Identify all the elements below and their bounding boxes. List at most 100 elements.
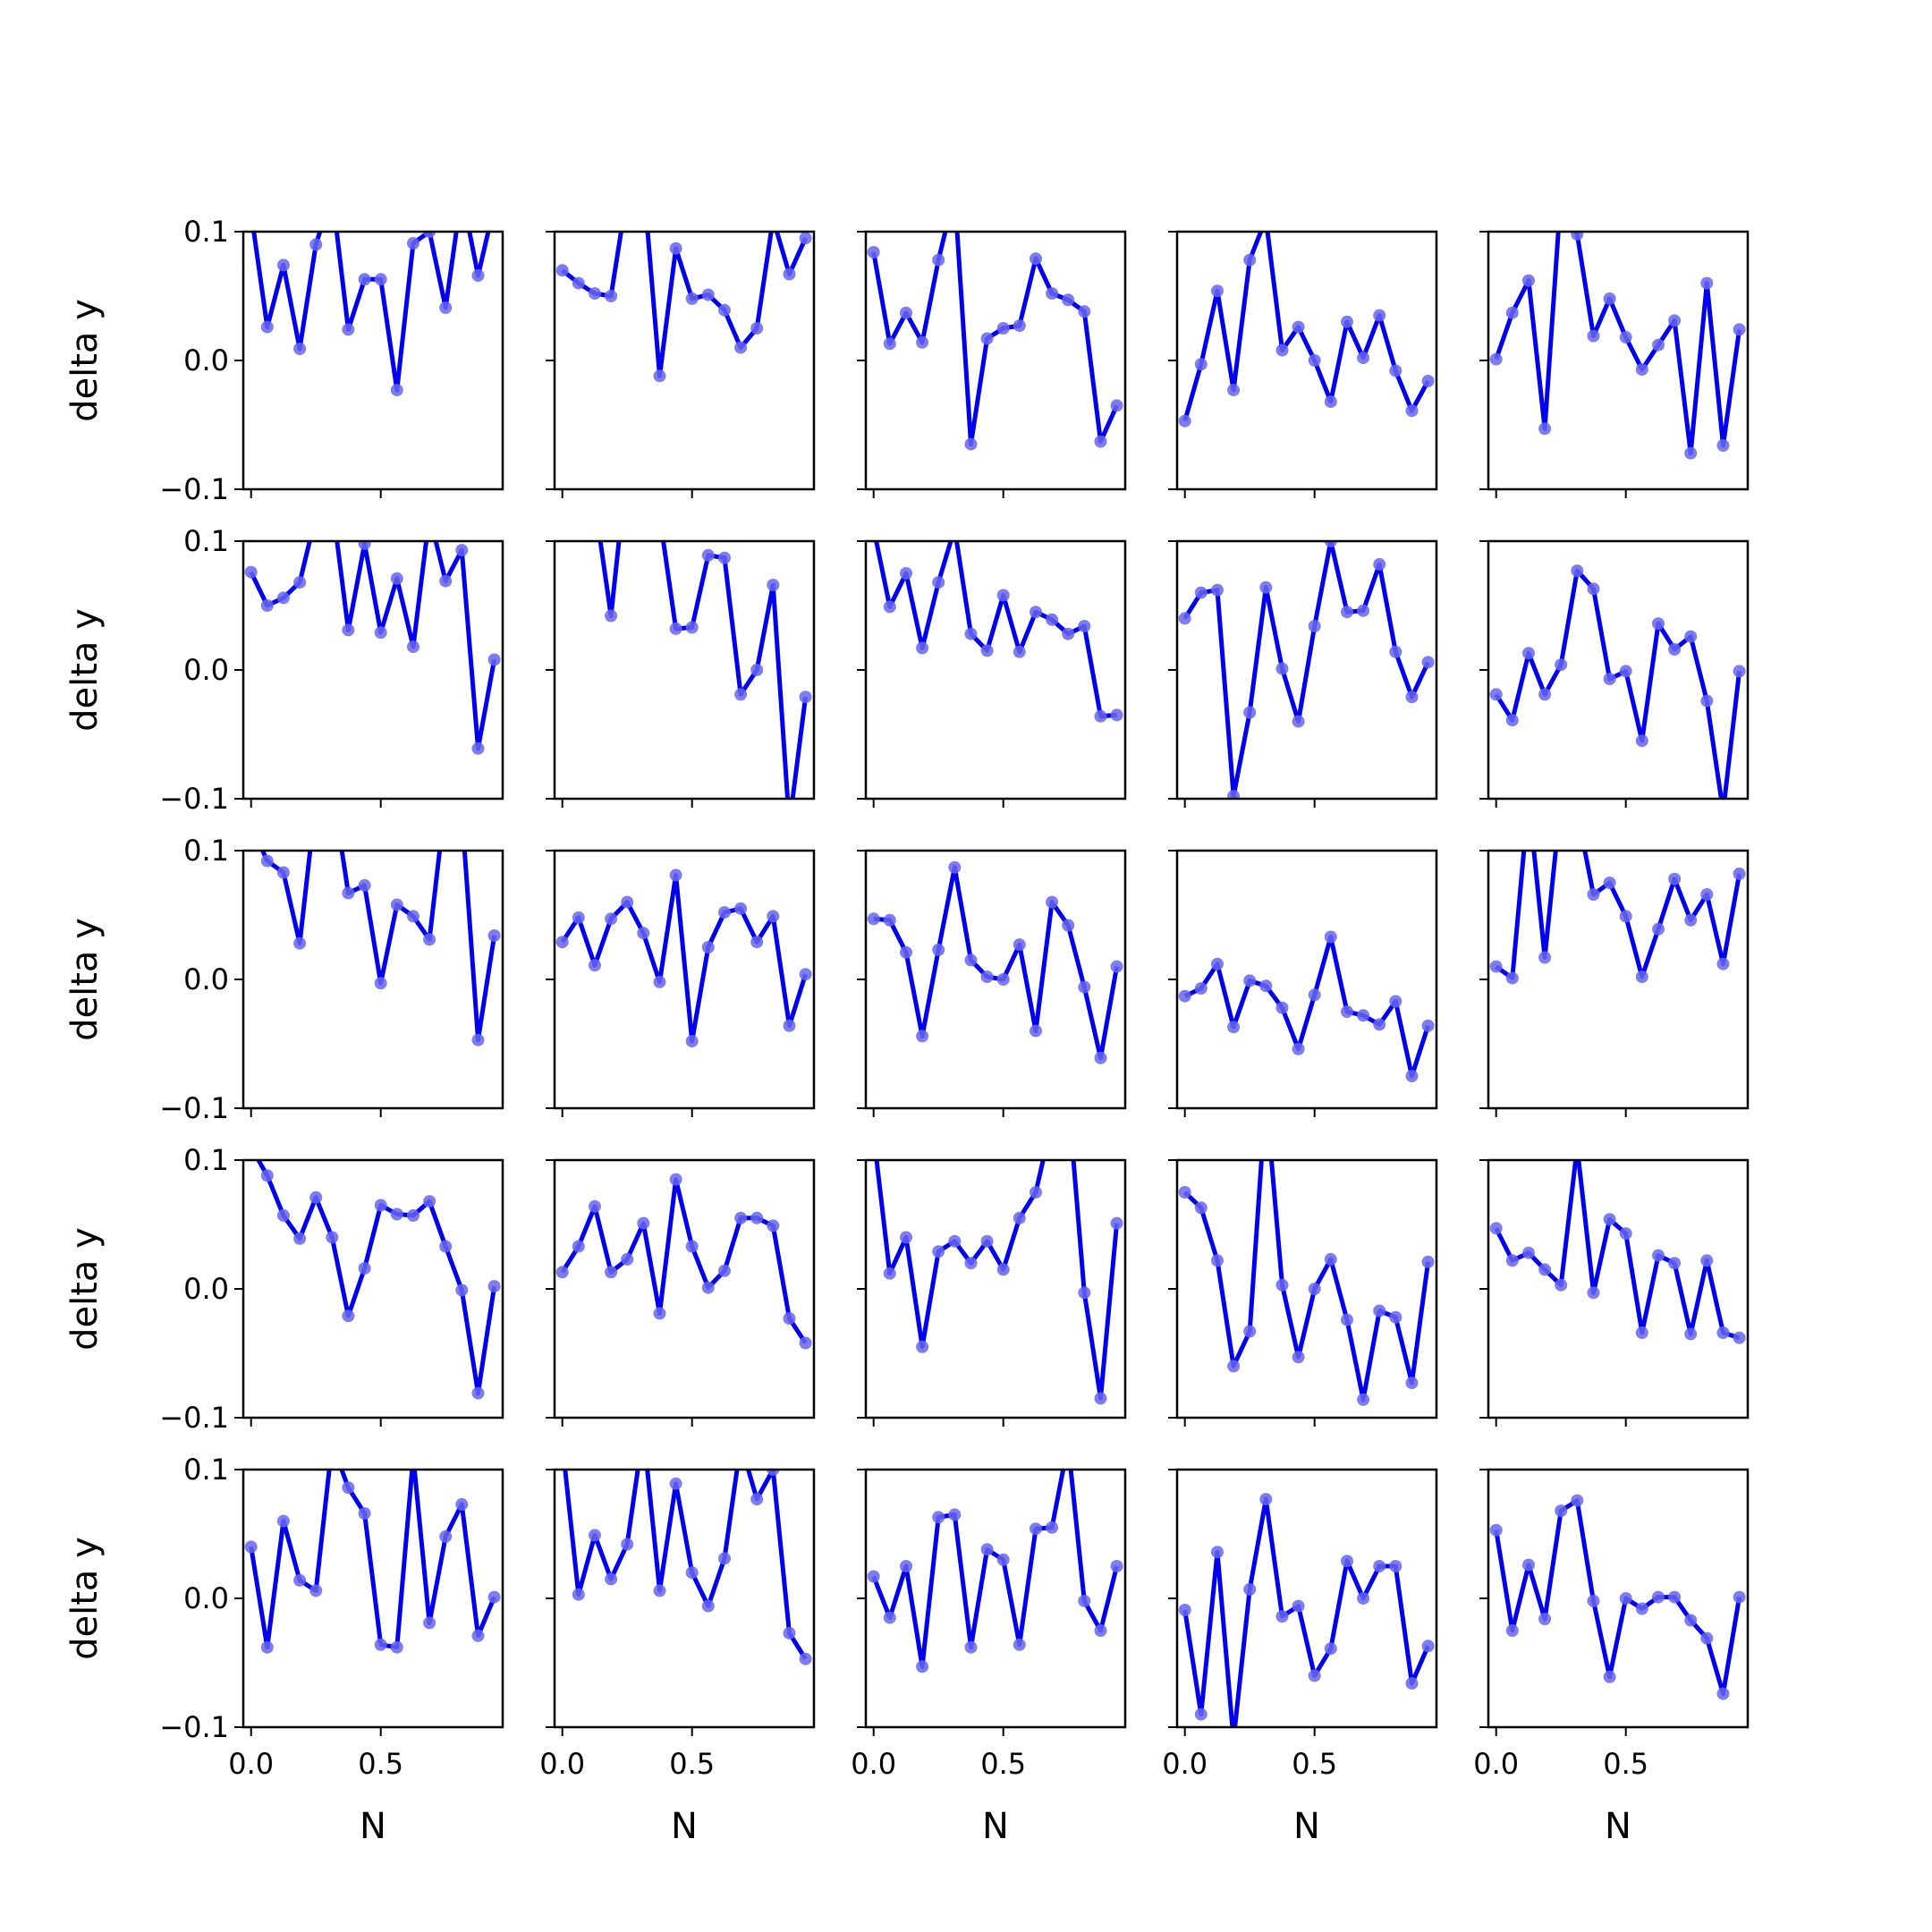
data-point (260, 854, 274, 868)
subplot-r1-c5 (1479, 230, 1750, 498)
plot-area (256, 1160, 501, 1400)
data-point (621, 187, 633, 199)
data-point (1389, 995, 1402, 1008)
data-point (572, 911, 585, 924)
data-point (1603, 292, 1616, 305)
data-point (637, 1216, 650, 1230)
data-point (1373, 1304, 1386, 1318)
data-point (900, 945, 912, 959)
data-point (1619, 1227, 1632, 1241)
data-point (1259, 213, 1272, 225)
subplot-r5-c4: 0.0 0.5 N (1162, 1468, 1438, 1847)
data-point (1078, 1594, 1091, 1607)
y-tick-label: 0.1 (183, 215, 229, 249)
data-point (1292, 320, 1305, 334)
data-point (276, 1208, 290, 1222)
subplot-r4-c2 (546, 1158, 816, 1427)
series-line (597, 541, 809, 799)
plot-area (251, 232, 491, 397)
data-point (767, 910, 780, 923)
data-point (605, 912, 618, 926)
data-point (1292, 715, 1305, 728)
data-point (932, 1245, 945, 1258)
data-point (1211, 284, 1224, 298)
y-tick-label: 0.1 (183, 1143, 229, 1177)
data-point (276, 1514, 290, 1528)
data-point (1178, 414, 1191, 428)
data-point (342, 886, 355, 900)
data-point (734, 902, 748, 915)
data-point (1243, 974, 1257, 987)
data-point (799, 1652, 812, 1665)
axes-frame (242, 849, 504, 1110)
data-point (996, 1553, 1010, 1566)
plot-area (555, 869, 812, 1048)
data-point (1341, 1313, 1353, 1326)
data-point (1030, 1186, 1042, 1199)
series-line (871, 232, 1119, 447)
series-line (563, 1470, 808, 1661)
x-axis-label: N (360, 1806, 386, 1847)
data-point (1046, 613, 1059, 626)
data-point (1733, 867, 1746, 880)
data-point (654, 509, 666, 521)
data-point (1716, 439, 1730, 452)
data-point (1733, 1590, 1746, 1604)
data-point (1652, 922, 1665, 936)
data-point (390, 1640, 403, 1654)
series-line (1182, 232, 1430, 422)
data-point (1275, 343, 1289, 357)
axes-frame (1487, 1468, 1750, 1729)
data-point (883, 1611, 896, 1624)
data-point (1275, 1001, 1289, 1014)
data-point (669, 1173, 682, 1186)
x-tick-label: 0.0 (851, 1747, 896, 1781)
data-point (589, 959, 601, 972)
x-tick-label: 0.5 (669, 1747, 715, 1781)
data-point (1275, 1278, 1289, 1292)
data-point (1555, 1504, 1568, 1518)
data-point (1078, 620, 1091, 632)
data-point (342, 623, 355, 637)
axes-frame (1175, 849, 1438, 1110)
data-point (1421, 375, 1435, 387)
data-point (1505, 1624, 1519, 1637)
data-point (883, 600, 896, 614)
data-point (1046, 287, 1059, 301)
data-point (342, 323, 355, 336)
data-point (916, 1030, 929, 1043)
y-axis-label: delta y (64, 608, 106, 732)
data-point (1668, 643, 1682, 656)
data-point (1211, 1546, 1224, 1559)
data-point (1635, 970, 1648, 984)
data-point (487, 653, 501, 666)
x-axis-label: N (1293, 1806, 1320, 1847)
data-point (1013, 938, 1026, 952)
data-point (260, 599, 274, 612)
data-point (1227, 1733, 1240, 1746)
data-point (1405, 1677, 1419, 1690)
data-point (621, 1538, 634, 1551)
data-point (1062, 293, 1075, 307)
data-point (1571, 232, 1584, 241)
data-point (342, 1309, 355, 1323)
data-point (374, 626, 387, 640)
data-point (669, 1477, 682, 1490)
data-point (1110, 1560, 1123, 1572)
data-point (932, 1511, 945, 1524)
data-point (1733, 1331, 1746, 1344)
data-point (1341, 606, 1353, 619)
data-point (1571, 806, 1583, 818)
data-point (1357, 1592, 1370, 1605)
series-line (1182, 1160, 1431, 1402)
data-point (1635, 1326, 1648, 1339)
data-point (572, 1588, 585, 1601)
data-point (1243, 1582, 1257, 1596)
data-point (1227, 1360, 1241, 1373)
series-line (251, 232, 491, 393)
data-point (555, 264, 569, 277)
subplot-r5-c3: 0.0 0.5 N (851, 1468, 1127, 1847)
plot-area (555, 1173, 812, 1350)
data-point (621, 1252, 634, 1266)
data-point (1389, 1560, 1402, 1572)
